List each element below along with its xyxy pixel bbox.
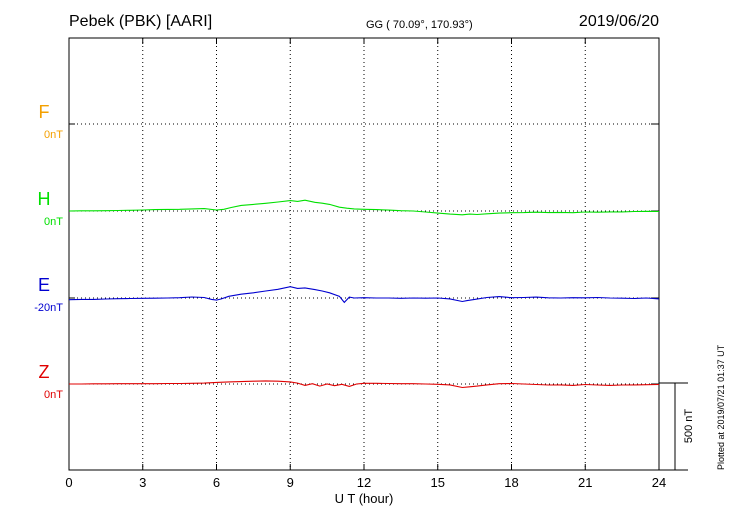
x-axis-ticks: 0 3 6 9 12 15 18 21 24 — [65, 38, 666, 490]
channel-name-H: H — [38, 189, 51, 209]
station-coords: GG ( 70.09°, 170.93°) — [366, 19, 473, 31]
plot-date: 2019/06/20 — [579, 13, 659, 30]
x-tick-label-0: 0 — [65, 475, 72, 490]
grid-lines — [69, 38, 659, 470]
x-tick-label-12: 12 — [357, 475, 371, 490]
x-tick-label-3: 3 — [139, 475, 146, 490]
series-lines — [68, 199, 660, 389]
x-tick-label-21: 21 — [578, 475, 592, 490]
x-tick-label-18: 18 — [504, 475, 518, 490]
station-title: Pebek (PBK) [AARI] — [69, 13, 212, 30]
x-tick-label-6: 6 — [213, 475, 220, 490]
channel-name-E: E — [38, 275, 50, 295]
series-line-H — [68, 199, 660, 216]
channel-name-F: F — [39, 102, 50, 122]
series-line-Z — [69, 380, 660, 389]
channel-baseline-F: 0nT — [44, 129, 63, 141]
scale-bar: 500 nT — [659, 382, 695, 471]
channel-baseline-H: 0nT — [44, 216, 63, 228]
channel-name-Z: Z — [39, 362, 50, 382]
x-tick-label-15: 15 — [431, 475, 445, 490]
channel-labels: F 0nT H 0nT E -20nT Z 0nT — [34, 102, 63, 401]
channel-baseline-E: -20nT — [34, 302, 63, 314]
x-axis-label: U T (hour) — [335, 491, 394, 506]
x-tick-label-9: 9 — [287, 475, 294, 490]
scale-bar-label: 500 nT — [683, 409, 695, 444]
channel-baseline-Z: 0nT — [44, 389, 63, 401]
series-line-E — [68, 286, 660, 304]
plotted-timestamp: Plotted at 2019/07/21 01:37 UT — [716, 344, 726, 470]
x-tick-label-24: 24 — [652, 475, 666, 490]
